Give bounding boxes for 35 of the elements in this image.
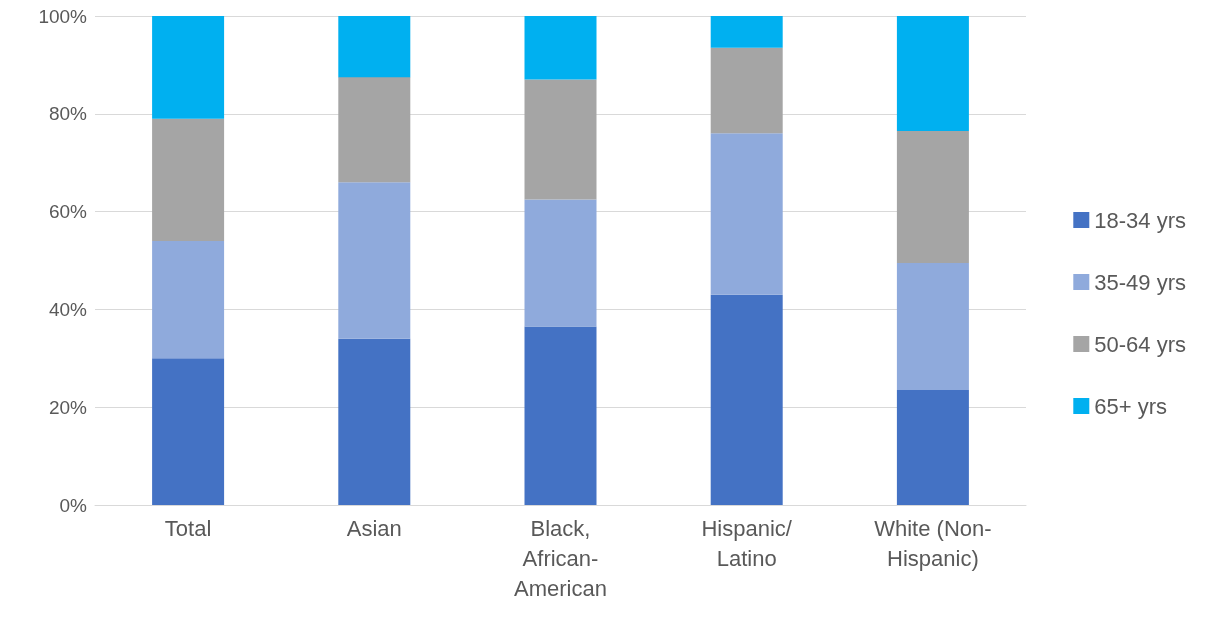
- bar: [710, 16, 783, 48]
- bar: [152, 16, 225, 119]
- legend-label: 18-34 yrs: [1094, 207, 1187, 233]
- y-tick-label: 40%: [48, 298, 88, 320]
- x-tick-label: Hispanic/Latino: [701, 515, 793, 571]
- bar: [896, 262, 969, 391]
- legend-label: 50-64 yrs: [1094, 331, 1187, 357]
- bar: [524, 16, 597, 80]
- y-tick-label: 0%: [59, 494, 88, 516]
- y-tick-label: 100%: [38, 5, 88, 27]
- bar: [152, 118, 225, 241]
- x-tick-label: Black, African-American: [514, 515, 607, 601]
- y-tick-label: 80%: [48, 103, 88, 125]
- bar: [524, 199, 597, 327]
- bar: [338, 77, 411, 183]
- bar: [152, 240, 225, 359]
- x-tick-label: Asian: [346, 515, 402, 541]
- bar: [710, 133, 783, 295]
- bar: [896, 390, 969, 505]
- bar: [896, 130, 969, 263]
- bar: [710, 47, 783, 134]
- y-tick-label: 20%: [48, 396, 88, 418]
- bar: [524, 79, 597, 200]
- y-tick-label: 60%: [48, 201, 88, 223]
- x-tick-label: Total: [164, 515, 212, 541]
- bar: [896, 16, 969, 131]
- legend-label: 35-49 yrs: [1094, 269, 1187, 295]
- legend-label: 65+ yrs: [1094, 393, 1168, 419]
- x-tick-label: White (Non-Hispanic): [874, 515, 992, 571]
- bar: [710, 294, 783, 505]
- bar: [338, 16, 411, 78]
- bar: [524, 326, 597, 505]
- bar: [152, 358, 225, 505]
- bar: [338, 338, 411, 505]
- bar: [338, 182, 411, 339]
